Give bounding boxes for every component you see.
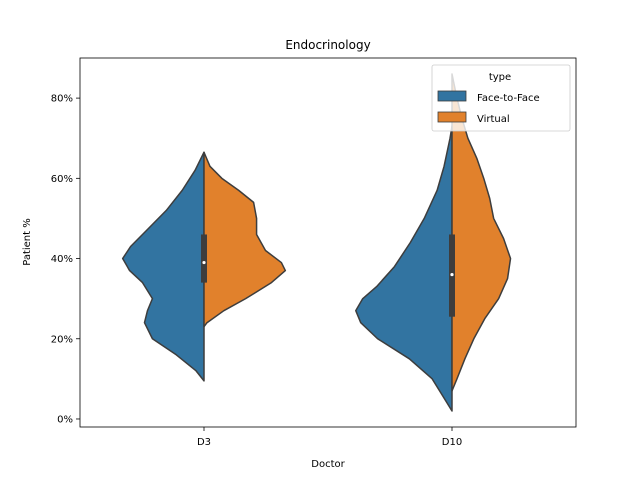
plot-frame: [79, 57, 577, 428]
y-tick-label: 80%: [51, 94, 73, 105]
legend-frame: [431, 64, 571, 132]
y-axis: 0% 20% 40% 60% 80%: [51, 94, 80, 425]
box-iqr-d3: [201, 234, 207, 283]
violin-virtual-d3: [203, 151, 287, 328]
y-tick-label: 20%: [51, 334, 73, 345]
boxes-layer: [201, 234, 455, 317]
legend-label-virtual: Virtual: [477, 114, 510, 125]
y-tick-label: 40%: [51, 254, 73, 265]
violins-layer: [121, 73, 512, 412]
y-tick-label: 60%: [51, 174, 73, 185]
x-axis-label: Doctor: [311, 459, 345, 470]
y-axis-label: Patient %: [22, 218, 33, 266]
violin-face-to-face-d10: [355, 125, 453, 412]
x-tick-label: D3: [197, 437, 211, 448]
legend-title: type: [489, 72, 511, 83]
chart-title: Endocrinology: [285, 38, 370, 52]
x-axis: D3 D10: [197, 427, 462, 448]
legend-label-face-to-face: Face-to-Face: [477, 93, 540, 104]
violin-face-to-face-d3: [121, 151, 205, 382]
box-median-d3: [202, 260, 206, 265]
legend-swatch-face-to-face: [437, 90, 467, 102]
legend-swatch-virtual: [437, 111, 467, 123]
box-median-d10: [450, 272, 454, 277]
y-tick-label: 0%: [57, 414, 73, 425]
legend: type Face-to-Face Virtual: [431, 64, 571, 132]
x-tick-label: D10: [442, 437, 462, 448]
